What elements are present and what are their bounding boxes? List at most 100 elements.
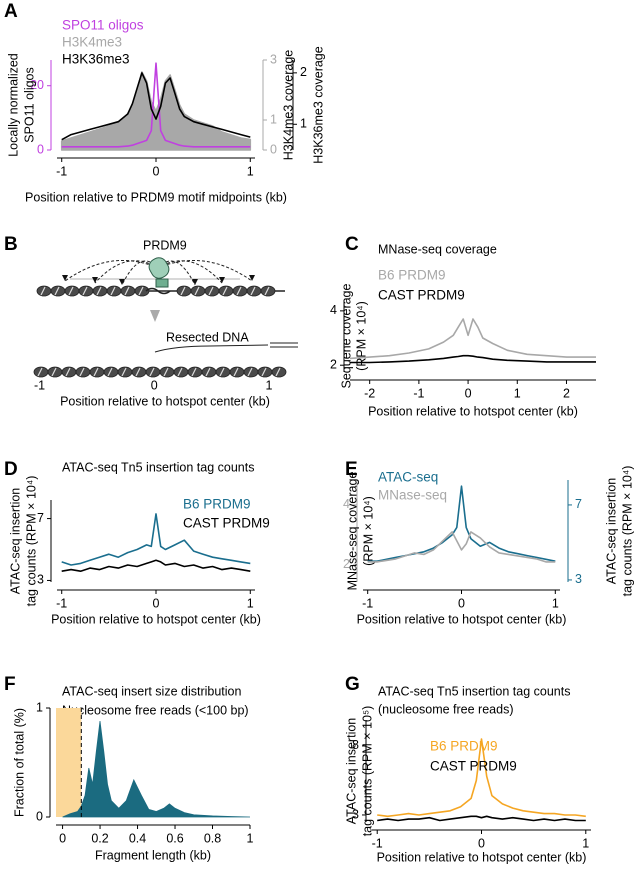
x-tick-label: 0.8 [204,831,221,845]
line-series [61,513,251,566]
arrowhead [92,277,98,283]
nucleosome-stripe [149,367,155,377]
nucleosome-stripe [79,367,85,377]
nucleosome [61,366,77,378]
y-axis-label: (RPM × 10⁴) [354,301,368,371]
nucleosome [64,285,80,297]
line-series [349,318,596,360]
y-axis-label: tag counts (RPM × 10⁴) [24,476,38,607]
nucleosome-stripe [138,286,144,296]
nucleosome [92,285,108,297]
x-tick-label: 0.2 [91,831,108,845]
resected-dna [154,344,269,353]
diagram-label: Resected DNA [166,330,249,344]
nucleosome-stripe [219,367,225,377]
process-arrow [150,310,160,322]
chart-title: (nucleosome free reads) [378,702,513,716]
nucleosome [159,366,175,378]
x-tick-label: 1 [514,386,521,400]
y-tick-label: 7 [37,511,44,525]
x-tick-label: -1 [362,596,373,610]
nucleosome-stripe [275,367,281,377]
y-axis-label: (RPM × 10⁴) [361,496,375,566]
diagram-label: PRDM9 [143,238,187,252]
nucleosome-stripe [264,286,270,296]
legend-entry: ATAC-seq [378,470,438,485]
nucleosome-stripe [65,367,71,377]
nucleosome [33,366,49,378]
x-tick-label: -2 [364,386,375,400]
y-axis-label: H3K36me3 coverage [311,46,325,163]
x-tick-label: -1 [56,164,67,178]
panel-label: D [4,459,18,480]
y2-tick-label: 3 [575,572,582,586]
y2-tick-label: 0 [270,142,277,156]
methylation-arc [121,260,159,286]
nucleosome [117,366,133,378]
nucleosome-stripe [208,286,214,296]
nucleosome-stripe [135,367,141,377]
nucleosome [134,285,150,297]
y-axis-label: Sequene coverage [339,283,353,388]
nucleosome-stripe [236,286,242,296]
nucleosome [36,285,52,297]
nucleosome [260,285,276,297]
nucleosome-stripe [96,286,102,296]
nucleosome [145,366,161,378]
panel-label: G [345,674,360,695]
chart-title: Nucleosome free reads (<100 bp) [62,703,249,717]
y-axis-label: H3K4me3 coverage [281,50,295,161]
chart-title: MNase-seq coverage [378,242,497,256]
panel-label: A [4,1,18,22]
x-tick-label: 0 [153,596,160,610]
y-tick-label: 1 [36,700,43,714]
x-tick-label: -1 [56,596,67,610]
panel-label: F [4,674,16,695]
highlight-region [56,708,82,817]
legend-entry: B6 PRDM9 [183,497,251,512]
legend-entry: B6 PRDM9 [378,268,446,283]
y3-tick-label: 2 [300,65,307,79]
y-tick-label: 4 [343,497,350,511]
nucleosome-stripe [177,367,183,377]
nucleosome-stripe [261,367,267,377]
y-tick-label: 0 [37,142,44,156]
nucleosome [47,366,63,378]
nucleosome [50,285,66,297]
y-axis-label: tag counts (RPM × 10⁵) [360,706,374,837]
nucleosome-stripe [247,367,253,377]
y-tick-label: 3 [352,807,359,821]
nucleosome [131,366,147,378]
x-axis-label: Position relative to PRDM9 motif midpoin… [25,190,287,204]
nucleosome-stripe [222,286,228,296]
line-series [367,531,556,563]
legend-entry: B6 PRDM9 [430,739,498,754]
line-series [60,71,252,151]
line-series [377,815,586,822]
prdm9-zinc-finger [155,278,169,288]
nucleosome [89,366,105,378]
x-tick-label: -1 [413,386,424,400]
nucleosome [173,366,189,378]
nucleosome-stripe [82,286,88,296]
nucleosome [257,366,273,378]
nucleosome [201,366,217,378]
legend-entry: H3K36me3 [62,52,130,67]
arrowhead [119,279,125,285]
nucleosome-stripe [205,367,211,377]
x-tick-label: 0.6 [166,831,183,845]
y-tick-label: 4 [330,303,337,317]
nucleosome-stripe [163,367,169,377]
methylation-arc [64,259,159,282]
nucleosome [271,366,287,378]
x-tick-label: 0 [458,596,465,610]
x-axis-label: Fragment length (kb) [95,848,211,862]
nucleosome [243,366,259,378]
prdm9-protein [148,257,170,279]
chart-title: ATAC-seq Tn5 insertion tag counts [378,684,570,698]
arrowhead [192,279,198,285]
panel-label: B [4,234,18,255]
x-tick-label: 0 [153,164,160,178]
